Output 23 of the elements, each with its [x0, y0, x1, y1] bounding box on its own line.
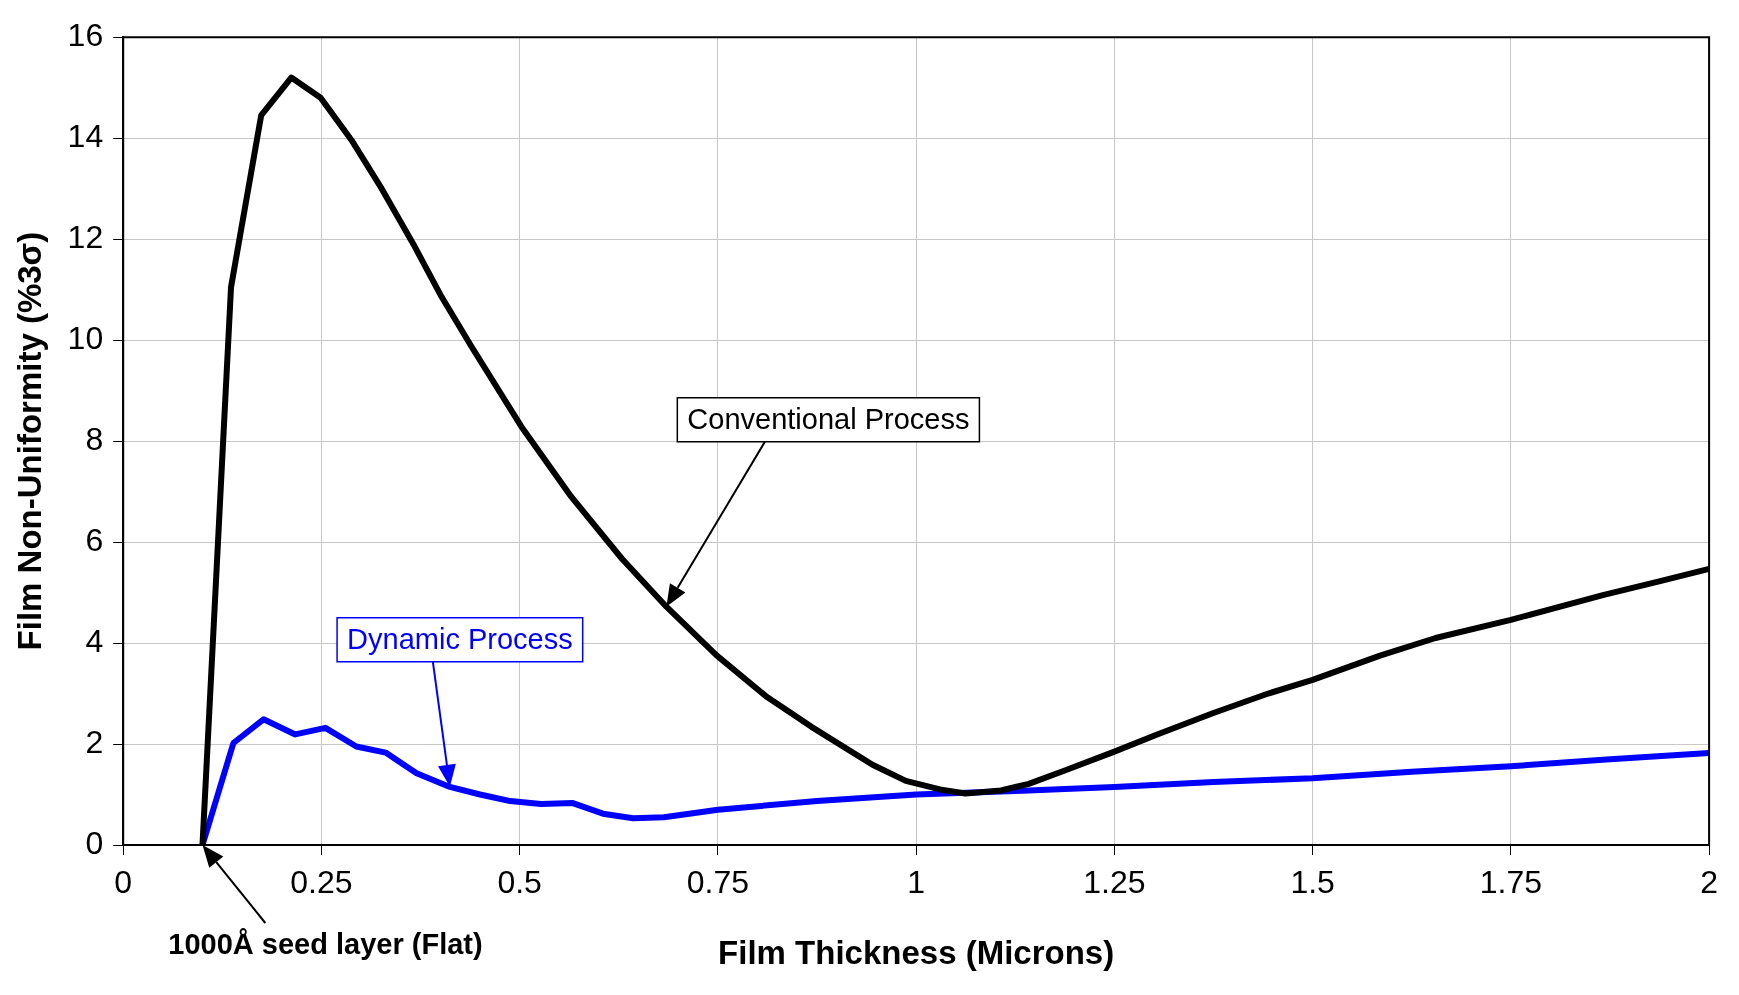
- x-tick-label: 0.5: [497, 864, 542, 901]
- annotation: Conventional Process: [687, 402, 970, 435]
- x-tick-label: 2: [1700, 864, 1718, 901]
- y-tick-label: 8: [85, 420, 104, 457]
- y-tick-label: 10: [67, 319, 104, 356]
- y-tick-label: 14: [67, 118, 104, 154]
- y-tick-label: 4: [85, 622, 104, 659]
- y-axis-title: Film Non-Uniformity (%3σ): [10, 231, 48, 651]
- annotation: Dynamic Process: [347, 622, 573, 655]
- annotation: 1000Å seed layer (Flat): [168, 928, 483, 960]
- y-tick-label: 2: [85, 723, 104, 760]
- y-tick-label: 0: [85, 824, 104, 861]
- y-tick-label: 12: [67, 218, 104, 255]
- x-tick-label: 0: [114, 864, 133, 901]
- x-tick-label: 1.25: [1083, 864, 1146, 901]
- x-tick-label: 1.75: [1479, 864, 1542, 901]
- x-tick-label: 0.75: [686, 864, 750, 901]
- x-tick-label: 1: [907, 864, 926, 901]
- x-tick-label: 1.5: [1290, 864, 1335, 901]
- x-axis-title: Film Thickness (Microns): [718, 934, 1115, 972]
- y-tick-label: 16: [67, 17, 104, 54]
- x-tick-label: 0.25: [290, 864, 353, 901]
- y-tick-label: 6: [85, 521, 104, 558]
